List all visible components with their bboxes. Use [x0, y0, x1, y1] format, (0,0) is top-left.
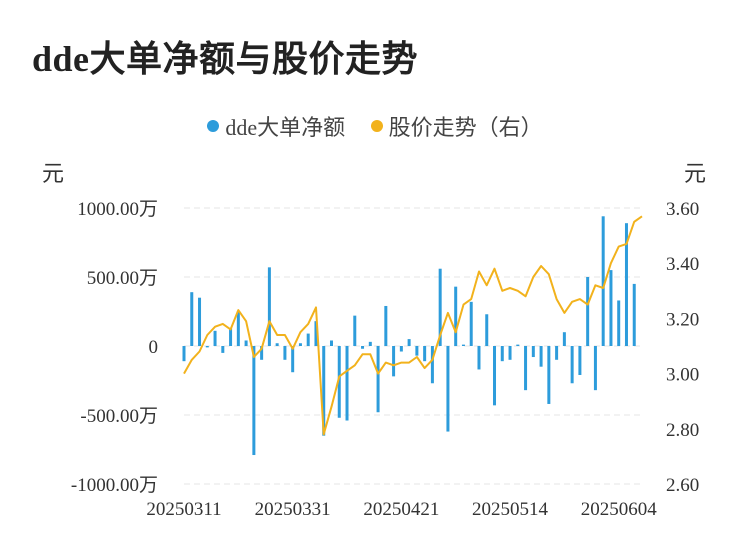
left-axis-tick-label: -500.00万: [80, 406, 158, 427]
dde-bar: [190, 292, 194, 346]
dde-bar: [500, 346, 504, 362]
dde-bar: [298, 343, 302, 346]
dde-bar: [508, 346, 512, 360]
dde-bar: [322, 346, 326, 436]
dde-bar: [601, 216, 605, 346]
dde-bar: [198, 297, 202, 346]
dde-bar: [438, 268, 442, 346]
dde-bar: [547, 346, 551, 404]
right-axis-tick-label: 3.20: [666, 309, 699, 330]
dde-bar: [384, 305, 388, 346]
dde-bar: [392, 346, 396, 377]
dde-bar: [368, 341, 372, 346]
dde-bar: [407, 339, 411, 346]
x-axis-tick-label: 20250331: [255, 499, 331, 520]
dde-bar: [516, 344, 520, 346]
dde-bar: [586, 277, 590, 346]
left-axis-unit: 元: [42, 161, 65, 186]
legend-label-price: 股价走势（右）: [388, 115, 543, 140]
dde-bar: [213, 330, 217, 346]
dde-bar: [593, 346, 597, 391]
dde-bar: [461, 344, 465, 346]
dde-bar: [624, 223, 628, 346]
right-axis-tick-label: 3.60: [666, 199, 699, 220]
right-axis-tick-label: 3.40: [666, 254, 699, 275]
dde-bar: [329, 340, 333, 346]
price-line: [183, 215, 643, 436]
dde-bar: [229, 328, 233, 346]
dde-bar: [632, 283, 636, 346]
dde-bar: [205, 346, 209, 348]
legend: dde大单净额 股价走势（右）: [0, 110, 750, 142]
dde-bar: [291, 346, 295, 373]
dde-bar: [283, 346, 287, 360]
dde-bar: [562, 332, 566, 346]
legend-item-dde[interactable]: dde大单净额: [207, 110, 345, 142]
left-axis-tick-label: 1000.00万: [77, 199, 158, 220]
legend-item-price[interactable]: 股价走势（右）: [370, 110, 543, 142]
dde-bar: [345, 346, 349, 421]
dde-bar: [252, 346, 256, 456]
x-axis-tick-label: 20250604: [581, 499, 658, 520]
dde-bar: [182, 346, 186, 362]
dde-bar: [454, 286, 458, 346]
dde-bar: [399, 346, 403, 352]
x-axis-tick-label: 20250514: [472, 499, 549, 520]
x-axis-tick-label: 20250421: [363, 499, 439, 520]
dde-bar: [469, 301, 473, 346]
left-axis-tick-label: -1000.00万: [71, 475, 158, 496]
dde-bar: [244, 340, 248, 346]
right-axis-unit: 元: [684, 161, 707, 186]
dde-bar: [275, 343, 279, 346]
dde-bar: [446, 346, 450, 432]
dde-bar: [555, 346, 559, 360]
chart-title: dde大单净额与股价走势: [32, 39, 419, 79]
dde-bar: [236, 311, 240, 346]
dde-bar: [221, 346, 225, 353]
dde-bar: [260, 346, 264, 360]
dde-bar: [430, 346, 434, 384]
dde-bar: [570, 346, 574, 384]
dde-bar: [617, 300, 621, 346]
dde-bar: [477, 346, 481, 370]
dde-bar: [376, 346, 380, 413]
dde-bar: [524, 346, 528, 391]
legend-marker-price: [370, 120, 383, 132]
dde-bar: [337, 346, 341, 418]
dde-bar: [539, 346, 543, 367]
right-axis-tick-label: 2.80: [666, 420, 699, 441]
dde-bar: [423, 346, 427, 362]
dde-bar: [578, 346, 582, 375]
dde-bar: [267, 267, 271, 346]
dde-bar: [353, 315, 357, 346]
right-axis-tick-label: 3.00: [666, 365, 699, 386]
left-axis-tick-label: 500.00万: [87, 268, 158, 289]
dde-bar: [314, 321, 318, 346]
dde-bar: [415, 346, 419, 356]
dde-bar: [485, 314, 489, 346]
dde-bar: [306, 333, 310, 346]
dde-bar: [493, 346, 497, 406]
legend-marker-dde: [207, 120, 220, 132]
dde-bar: [361, 346, 365, 349]
right-axis-tick-label: 2.60: [666, 475, 699, 496]
legend-label-dde: dde大单净额: [225, 115, 346, 140]
dde-bar: [531, 346, 535, 358]
x-axis-tick-label: 20250311: [146, 499, 221, 520]
left-axis-tick-label: 0: [149, 337, 159, 358]
dde-bar: [609, 270, 613, 346]
